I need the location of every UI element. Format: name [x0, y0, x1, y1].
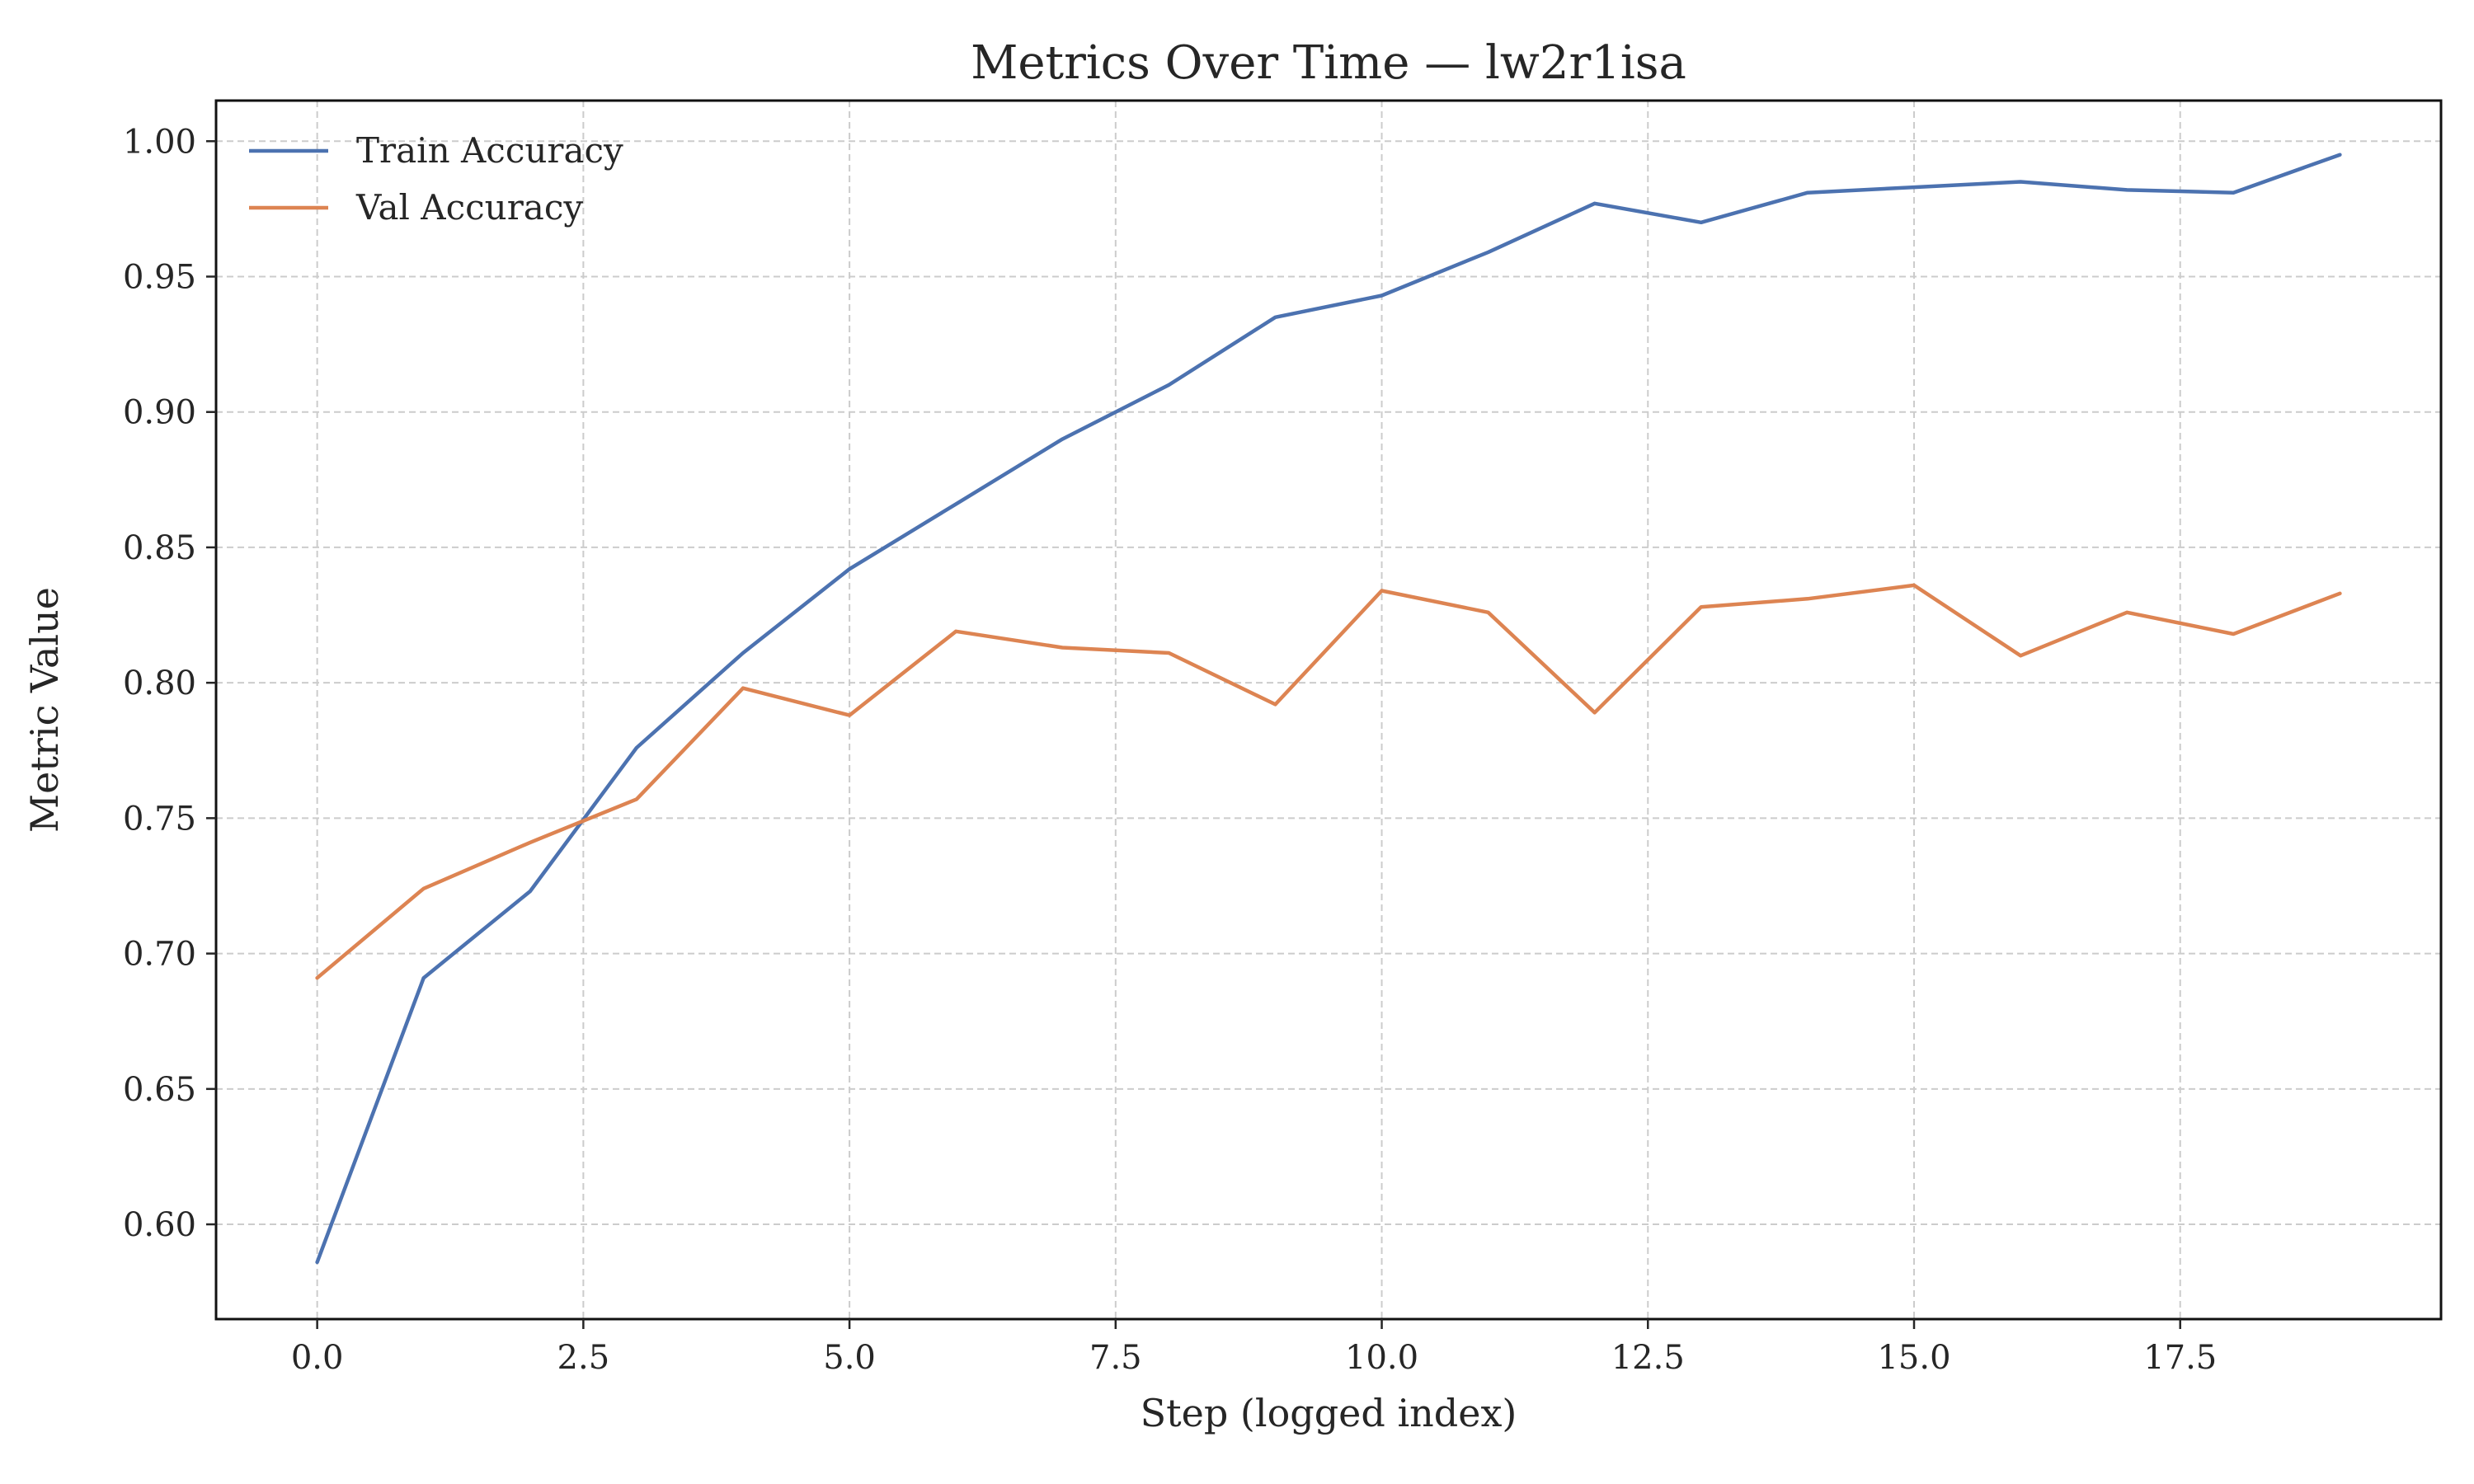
y-tick-label: 0.65 — [123, 1071, 196, 1109]
series-layer — [315, 153, 2342, 1265]
y-tick-label: 0.80 — [123, 665, 196, 702]
y-tick-label: 0.70 — [123, 936, 196, 974]
x-tick-label: 15.0 — [1877, 1339, 1950, 1377]
legend-label-val-accuracy: Val Accuracy — [355, 187, 583, 228]
y-tick-label: 0.85 — [123, 529, 196, 567]
legend: Train Accuracy Val Accuracy — [249, 130, 623, 228]
x-tick-label: 10.0 — [1345, 1339, 1418, 1377]
legend-label-train-accuracy: Train Accuracy — [356, 130, 623, 171]
y-tick-label: 0.90 — [123, 394, 196, 432]
plot-area-frame — [214, 99, 2443, 1321]
series-line-train-accuracy — [315, 153, 2342, 1265]
x-tick-label: 5.0 — [823, 1339, 876, 1377]
y-tick-label: 0.95 — [123, 258, 196, 296]
x-axis-label: Step (logged index) — [1141, 1391, 1517, 1435]
x-tick-label: 7.5 — [1089, 1339, 1142, 1377]
x-tick-label: 17.5 — [2143, 1339, 2217, 1377]
x-tick-label: 2.5 — [557, 1339, 610, 1377]
series-line-val-accuracy — [315, 583, 2342, 980]
chart-title: Metrics Over Time — lw2r1isa — [971, 36, 1686, 90]
axis-ticks: 0.0 2.5 5.0 7.5 10.0 12.5 15.0 17.5 0.60 0.65 0.70… — [123, 123, 2217, 1377]
y-tick-label: 0.75 — [123, 800, 196, 838]
y-axis-label: Metric Value — [22, 587, 67, 833]
x-tick-label: 0.0 — [291, 1339, 344, 1377]
y-tick-label: 1.00 — [123, 123, 196, 161]
y-tick-label: 0.60 — [123, 1206, 196, 1244]
x-tick-label: 12.5 — [1611, 1339, 1685, 1377]
